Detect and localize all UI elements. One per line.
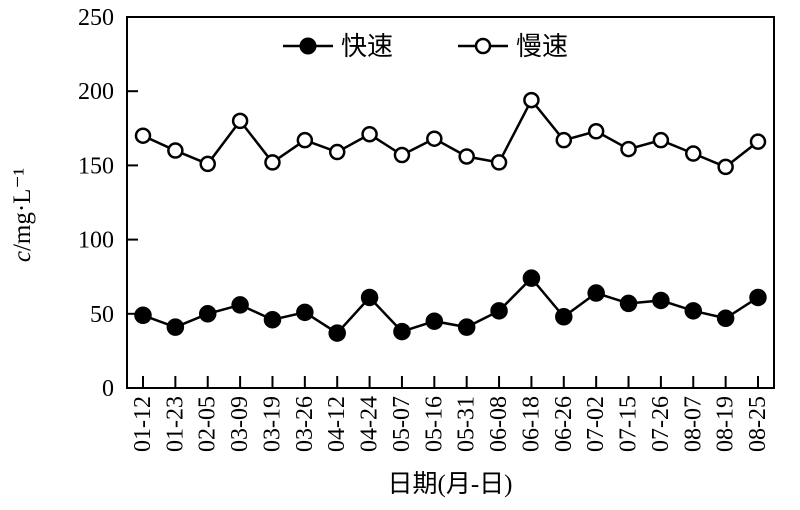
legend-slow-label: 慢速 [516,32,568,61]
series-1-point [458,148,475,165]
x-tick-label: 02-05 [195,396,221,452]
series-1-point [328,143,346,161]
series-1-point [749,133,767,150]
series-0-point [360,288,379,307]
series-1-point [426,130,443,147]
series-1-point [652,131,670,149]
x-tick-label: 05-16 [421,396,447,452]
series-0-point [296,303,314,322]
series-0-point [555,308,573,326]
series-1-point [587,123,605,140]
y-axis-title: c/mg·L⁻¹ [9,168,36,262]
x-tick-label: 04-24 [357,396,383,452]
x-tick-label: 05-31 [454,396,480,452]
y-tick-label: 250 [78,5,114,31]
series-1-point [167,142,184,159]
series-1-point [199,155,216,173]
x-tick-label: 05-07 [389,396,415,452]
series-0-point [393,322,411,341]
legend-slow-open-circle-icon [474,37,492,55]
x-tick-label: 04-12 [324,396,350,452]
series-1-point [264,154,281,171]
series-0-point [457,318,476,336]
series-1-point [134,127,152,144]
x-tick-label: 01-12 [130,396,156,452]
series-1-point [296,131,314,149]
series-group [134,91,767,342]
x-tick-label: 01-23 [162,396,188,452]
x-tick-label: 07-26 [648,396,674,452]
x-axis: 01-12 01-23 02-05 03-09 03-19 03-26 04-12 04-24… [130,376,771,452]
series-0-point [263,310,282,329]
series-1-line [142,97,759,169]
legend: 快速 慢速 [283,32,568,61]
series-0-point [198,305,217,323]
x-tick-label: 06-26 [551,396,577,452]
y-tick-label: 50 [90,302,114,328]
series-1-point [555,131,573,149]
series-1-point [393,146,411,164]
series-0-point [749,288,767,307]
x-tick-label: 08-07 [680,396,706,452]
x-tick-label: 08-19 [713,396,739,452]
series-0-point [587,284,605,302]
series-1-point [523,91,540,109]
legend-fast-label: 快速 [341,32,393,61]
x-tick-label: 06-08 [486,396,512,452]
x-axis-title: 日期(月-日) [388,471,513,498]
legend-item-slow: 慢速 [458,32,568,61]
y-axis: 0 50 100 150 200 250 [78,5,138,402]
series-0-point [619,294,638,313]
series-1-point [620,140,637,158]
series-0-point [652,291,670,310]
x-tick-label: 08-25 [745,396,771,452]
x-tick-label: 06-18 [518,396,544,452]
series-0-point [231,296,249,314]
series-1-point [231,112,249,130]
series-1-point [490,154,508,171]
series-0-point [328,324,346,342]
x-tick-label: 03-26 [292,396,318,452]
series-1-point [685,145,702,162]
legend-item-fast: 快速 [283,32,393,61]
series-0-point [684,302,703,320]
series-0-point [134,306,152,325]
series-0-point [522,269,541,287]
plot-border [126,16,775,389]
series-0-point [166,318,185,336]
series-0-point [425,312,444,330]
legend-fast-filled-circle-icon [299,37,317,55]
y-tick-label: 200 [78,79,114,105]
series-1-point [361,125,378,143]
y-tick-label: 150 [78,153,114,179]
y-tick-label: 100 [78,228,114,254]
x-tick-label: 07-15 [616,396,642,452]
series-0-point [716,309,735,328]
x-tick-label: 07-02 [583,396,609,452]
series-0-point [490,302,508,320]
x-tick-label: 03-09 [227,396,253,452]
y-tick-label: 0 [102,376,114,402]
series-1-point [717,158,734,176]
x-tick-label: 03-19 [259,396,285,452]
